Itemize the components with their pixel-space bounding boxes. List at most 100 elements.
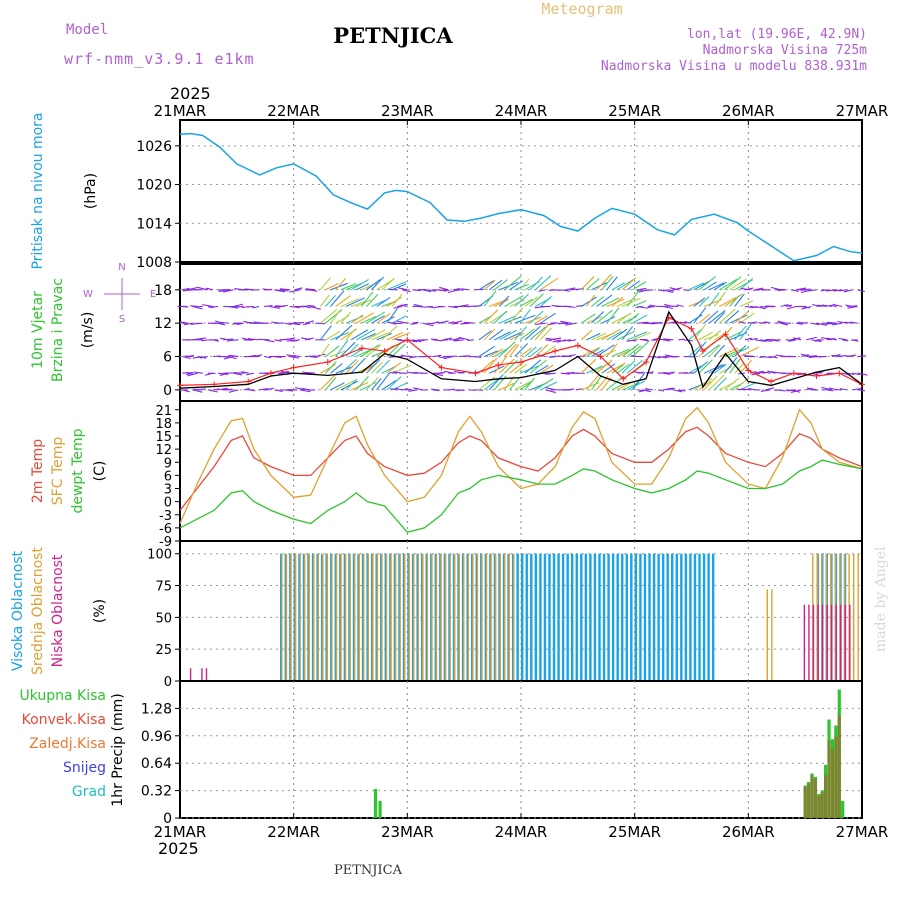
y-tick-label: 1020 [136,178,172,194]
cloud-bar-mid [825,553,828,681]
wind-gust-mark [722,331,729,338]
wind-arrow [698,296,710,307]
wind-arrow [591,311,605,324]
wind-arrow [509,280,524,291]
wind-arrow [740,388,751,391]
wind-arrow [815,339,822,342]
wind-arrow [478,330,492,341]
wind-arrow [529,293,544,307]
wind-arrow [340,380,359,391]
cloud-bar-high [621,553,624,681]
cloud-bar-high [634,553,638,681]
y-tick-label: 6 [163,350,172,366]
cloud-bar-high [611,553,615,681]
cloud-bar-high [339,553,342,681]
wind-arrow [708,374,725,391]
wind-arrow [340,283,357,291]
cloud-bar-mid [322,553,324,681]
wind-arrow [585,294,596,307]
wind-arrow [580,313,596,324]
wind-arrow [795,287,806,291]
wind-arrow [616,382,632,391]
cloud-bar-low [835,604,837,681]
wind-gust-mark [245,378,252,385]
wind-arrow [219,337,229,341]
y-tick-label: 18 [155,417,172,432]
wind-arrow [591,349,605,357]
wind-arrow [765,339,773,343]
y-tick-label: 21 [155,404,172,419]
wind-arrow [392,322,403,325]
wind-arrow [182,355,191,359]
wind-arrow [463,355,471,358]
cloud-bar-mid [435,553,438,681]
wind-gust-mark [790,370,797,377]
wind-arrow [539,327,553,341]
wind-arrow [366,344,382,357]
cloud-bar-mid [385,553,388,681]
wind-arrow [749,305,758,308]
wind-arrow [843,354,853,358]
wind-arrow [182,371,189,374]
cloud-bar-high [543,553,547,681]
cloud-bar-mid [857,553,859,681]
wind-arrow [444,370,454,374]
wind-arrow [371,299,386,307]
wind-arrow [644,289,653,292]
wind-arrow [504,332,522,341]
y-tick-label: 1.28 [141,701,172,717]
wind-arrow [807,387,817,391]
wind-arrow [560,372,571,375]
wind-arrow [325,294,336,307]
y-tick-label: 1014 [136,216,172,232]
wind-arrow [591,374,603,391]
cloud-bar-high [652,553,656,681]
wind-arrow [360,291,374,307]
wind-gust-mark [472,370,479,377]
wind-arrow [683,289,690,292]
y-tick-label: 1026 [136,139,172,155]
wind-arrow [453,339,464,342]
wind-arrow [381,380,397,391]
wind-arrow [422,289,432,293]
wind-arrow [637,287,647,291]
wind-arrow [345,328,356,341]
wind-arrow [591,282,608,291]
wind-arrow [632,300,647,307]
precip-bar-convective [803,787,807,818]
cloud-bar-high [693,553,697,681]
cloud-bar-mid [494,553,497,681]
wind-arrow [396,320,408,324]
wind-arrow [688,328,703,341]
wind-arrow [519,347,532,357]
wind-arrow [825,322,832,325]
wind-arrow [355,283,370,291]
wind-arrow [724,310,740,324]
wind-arrow [350,329,369,341]
wind-arrow [857,389,866,392]
cloud-bar-high [293,553,297,681]
wind-arrow [386,308,398,324]
wind-arrow [852,372,860,376]
wind-arrow [381,278,395,291]
cloud-bar-high [284,553,287,681]
wind-arrow [473,355,482,358]
wind-arrow [739,322,753,341]
wind-arrow [703,310,719,324]
wind-arrow [320,308,338,324]
wind-arrow [606,276,618,291]
wind-arrow [713,281,728,291]
wind-arrow [207,389,218,393]
wind-key-n: N [118,262,125,273]
year-label-top: 2025 [170,84,211,103]
precip-bar-convective [806,783,811,818]
precip-bar-convective [837,715,841,818]
wind-arrow [366,377,379,391]
wind-gust-mark [177,382,183,389]
wind-arrow [390,388,398,391]
wind-arrow [228,354,239,358]
wind-arrow [626,289,641,307]
wind-arrow [499,358,515,374]
wind-arrow [719,366,733,374]
temp-ylabel-sfc: SFC Temp [50,437,66,506]
